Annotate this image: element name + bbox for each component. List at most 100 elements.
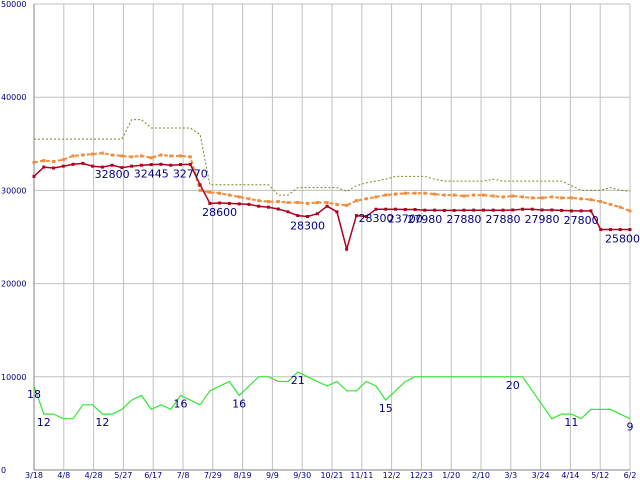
price-point [579, 209, 583, 213]
price-data-label: 27980 [525, 213, 560, 226]
average-point [61, 158, 65, 162]
price-point [276, 207, 280, 211]
price-point [208, 201, 212, 205]
average-point [442, 193, 446, 197]
price-point [218, 201, 222, 205]
price-point [149, 163, 153, 167]
price-data-label: 32445 [134, 168, 169, 181]
series-layer [32, 119, 632, 420]
price-point [257, 204, 261, 208]
price-point [491, 208, 495, 212]
average-point [550, 195, 554, 199]
price-point [266, 205, 270, 209]
y-tick-label: 30000 [1, 186, 26, 195]
price-point [452, 208, 456, 212]
price-point [139, 163, 143, 167]
price-point [442, 208, 446, 212]
average-point [433, 192, 437, 196]
price-data-label: 32800 [95, 168, 130, 181]
average-point [179, 154, 183, 158]
average-point [159, 153, 163, 157]
average-point [91, 152, 95, 156]
average-point [374, 195, 378, 199]
price-point [374, 207, 378, 211]
price-point [354, 214, 358, 218]
price-point [569, 209, 573, 213]
average-point [120, 154, 124, 158]
average-point [257, 199, 261, 203]
average-point [276, 200, 280, 204]
price-point [335, 210, 339, 214]
average-point [198, 188, 202, 192]
price-point [159, 162, 163, 166]
average-point [286, 201, 290, 205]
x-tick-label: 4/28 [85, 471, 103, 480]
average-series-line [33, 152, 631, 212]
average-point [266, 200, 270, 204]
x-tick-label: 10/21 [320, 471, 343, 480]
count-data-label: 9 [627, 421, 634, 434]
price-point [423, 208, 427, 212]
price-data-label: 27880 [485, 213, 520, 226]
price-point [472, 208, 476, 212]
count-series-line [33, 371, 631, 420]
price-point [462, 208, 466, 212]
price-point [169, 163, 173, 167]
x-tick-label: 9/30 [293, 471, 311, 480]
price-point [81, 161, 85, 165]
average-point [462, 194, 466, 198]
price-point [589, 209, 593, 213]
x-tick-label: 9/9 [266, 471, 279, 480]
average-point [247, 197, 251, 201]
x-tick-label: 7/29 [204, 471, 222, 480]
price-point [560, 208, 564, 212]
price-point [364, 214, 368, 218]
y-tick-label: 0 [1, 466, 6, 475]
price-point [345, 247, 349, 251]
average-point [394, 192, 398, 196]
x-tick-label: 8/19 [234, 471, 252, 480]
price-point [100, 165, 104, 169]
average-point [208, 190, 212, 194]
average-point [589, 198, 593, 202]
price-data-label: 28300 [358, 212, 393, 225]
x-tick-label: 7/8 [177, 471, 190, 480]
average-point [481, 193, 485, 197]
y-tick-label: 10000 [1, 373, 26, 382]
average-point [130, 155, 134, 159]
average-point [618, 205, 622, 209]
average-point [569, 196, 573, 200]
price-point [32, 174, 36, 178]
average-point [315, 201, 319, 205]
price-point [511, 208, 515, 212]
y-tick-label: 20000 [1, 280, 26, 289]
x-tick-label: 3/3 [504, 471, 517, 480]
price-series-line [33, 162, 630, 252]
average-point [52, 160, 56, 164]
x-tick-label: 11/11 [350, 471, 373, 480]
x-tick-label: 5/12 [591, 471, 609, 480]
price-data-label: 27800 [564, 214, 599, 227]
average-point [139, 154, 143, 158]
price-point [599, 228, 603, 232]
count-data-label: 12 [37, 416, 51, 429]
price-point [71, 162, 75, 166]
average-point [423, 191, 427, 195]
price-data-label: 28300 [290, 219, 325, 232]
price-point [618, 228, 622, 232]
price-point [237, 202, 241, 206]
x-tick-label: 6/17 [144, 471, 162, 480]
average-point [227, 193, 231, 197]
average-point [100, 151, 104, 155]
price-point [530, 207, 534, 211]
label-layer: 32800 32445 327702860028300283002370027980… [27, 167, 640, 433]
price-point [394, 207, 398, 211]
x-tick-label: 3/24 [532, 471, 550, 480]
average-point [296, 201, 300, 205]
average-point [560, 196, 564, 200]
average-point [237, 195, 241, 199]
price-point [42, 165, 46, 169]
y-tick-label: 40000 [1, 93, 26, 102]
average-point [71, 154, 75, 158]
